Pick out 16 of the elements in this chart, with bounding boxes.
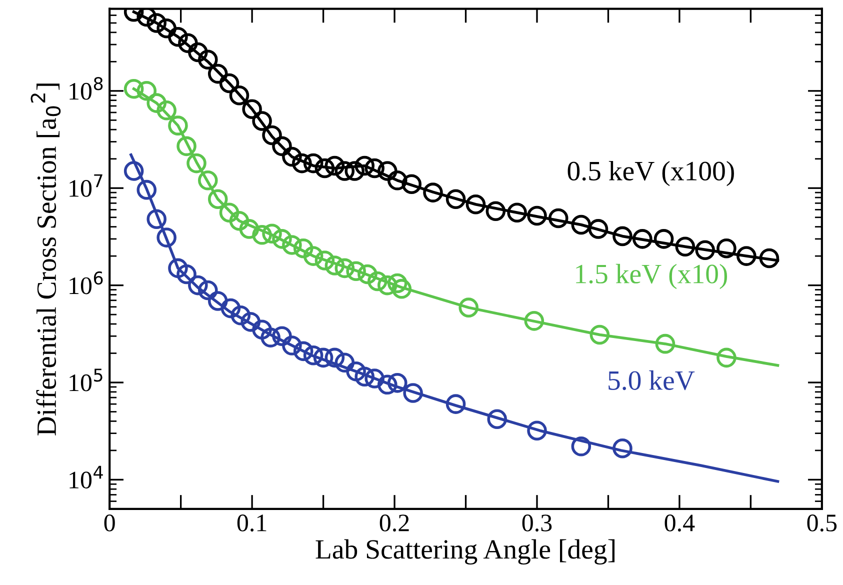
x-tick-label: 0.2	[380, 514, 409, 532]
series-label: 0.5 keV (x100)	[568, 160, 734, 186]
x-tick-label: 0.1	[237, 514, 266, 532]
y-tick-label: 10$^{5}$	[70, 368, 102, 392]
series-label: 1.5 keV (x10)	[576, 264, 728, 290]
y-tick-label: 10$^{6}$	[70, 271, 103, 294]
y-tick-label: 10$^{8}$	[70, 77, 103, 100]
y-tick-label: 10$^{4}$	[70, 466, 103, 488]
x-tick-label: 0.4	[664, 514, 695, 532]
y-axis-title: Differential Cross Section [a$_{0}$$^{2}$]	[30, 84, 61, 436]
series-label: 5.0 keV	[608, 370, 695, 390]
x-tick-label: 0.5	[807, 514, 837, 532]
x-axis-title: Lab Scattering Angle [deg]	[316, 539, 614, 565]
x-tick-label: 0	[104, 514, 115, 532]
y-tick-label: 10$^{7}$	[70, 174, 102, 197]
x-tick-label: 0.3	[522, 514, 552, 532]
